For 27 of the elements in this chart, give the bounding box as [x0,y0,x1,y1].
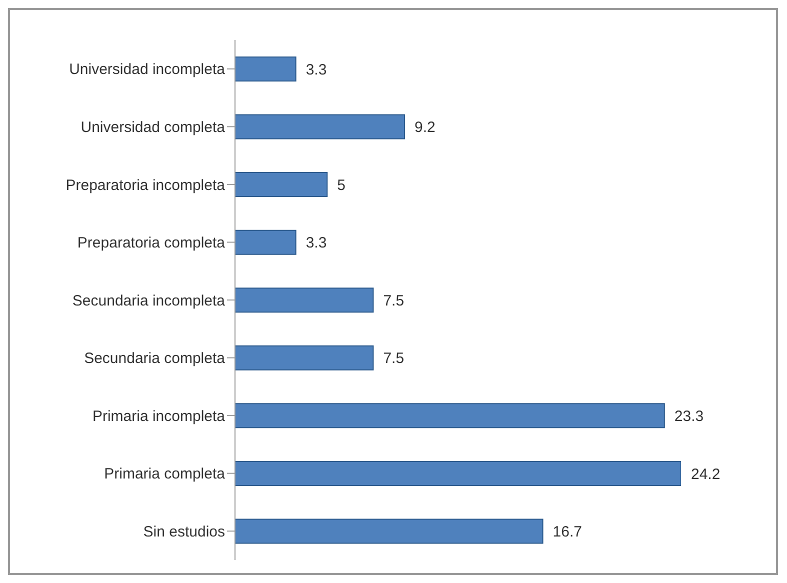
data-label: 23.3 [674,408,704,425]
data-label: 24.2 [691,466,720,483]
bar [235,56,296,82]
y-tick-label: Secundaria incompleta [72,292,226,310]
bar [235,288,374,313]
bar [235,172,328,198]
data-label: 7.5 [383,292,404,310]
y-tick-label: Primaria incompleta [92,408,226,425]
bar [235,345,374,370]
y-tick-label: Preparatoria incompleta [66,176,226,194]
data-label: 16.7 [552,524,582,541]
bar [235,518,544,544]
y-tick-label: Primaria completa [104,466,226,483]
data-label: 9.2 [414,119,436,136]
data-label: 5 [337,176,346,194]
y-tick-label: Universidad completa [80,118,226,136]
data-label: 3.3 [306,234,327,252]
bar [235,460,681,486]
y-tick-label: Universidad incompleta [69,61,226,78]
bar [235,114,406,140]
bar [235,230,296,255]
data-label: 7.5 [383,350,404,368]
data-label: 3.3 [306,61,327,78]
y-tick-label: Preparatoria completa [77,234,226,252]
y-tick-label: Secundaria completa [84,350,226,368]
y-tick-label: Sin estudios [143,523,225,540]
bar [235,403,665,428]
